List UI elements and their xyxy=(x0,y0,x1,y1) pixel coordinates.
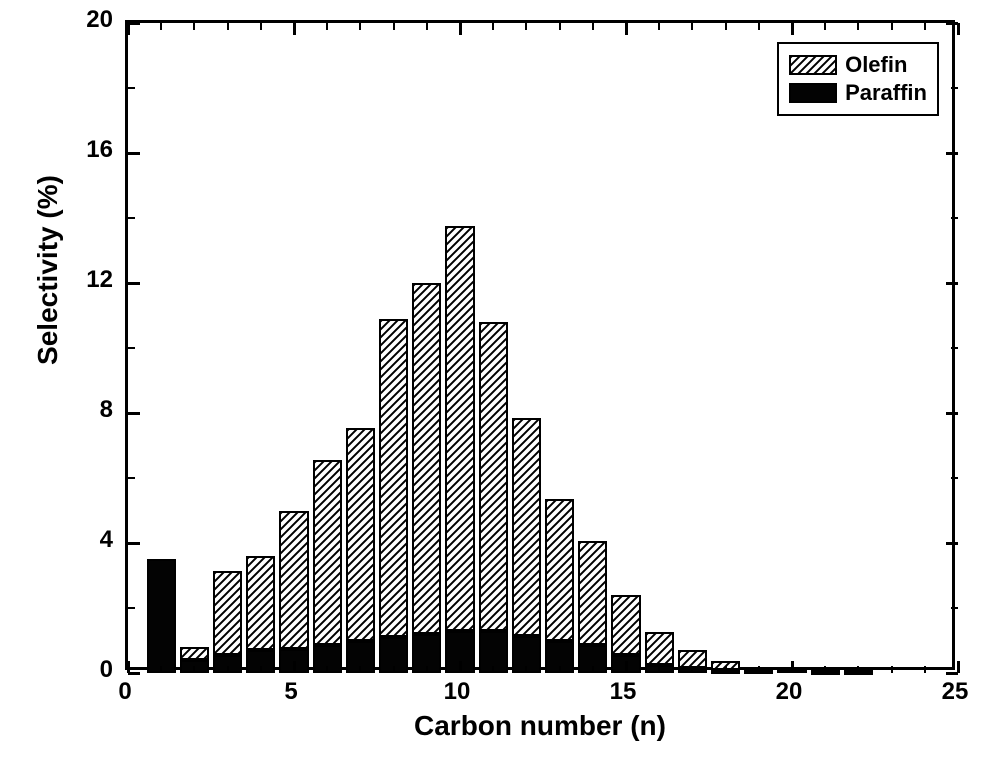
bar-olefin xyxy=(479,322,508,631)
x-tick-label: 5 xyxy=(284,678,297,706)
bar-paraffin xyxy=(147,559,176,673)
x-tick-label: 0 xyxy=(118,678,131,706)
bar-olefin xyxy=(246,556,275,650)
bar-olefin xyxy=(180,647,209,660)
legend-label: Olefin xyxy=(845,52,907,78)
bar-olefin xyxy=(279,511,308,649)
y-tick-label: 16 xyxy=(73,136,113,164)
plot-area xyxy=(125,20,955,670)
bar-olefin xyxy=(213,571,242,656)
x-tick-label: 15 xyxy=(610,678,637,706)
bar-olefin xyxy=(313,460,342,645)
bar-olefin xyxy=(645,632,674,665)
bar-olefin xyxy=(578,541,607,645)
x-tick-label: 20 xyxy=(776,678,803,706)
y-tick-label: 20 xyxy=(73,6,113,34)
bar-olefin xyxy=(346,428,375,641)
selectivity-chart: Carbon number (n) Selectivity (%) Olefin… xyxy=(0,0,1000,768)
bar-olefin xyxy=(412,283,441,634)
bar-olefin xyxy=(379,319,408,638)
y-tick-label: 12 xyxy=(73,266,113,294)
y-axis-label: Selectivity (%) xyxy=(32,75,64,465)
legend-label: Paraffin xyxy=(845,80,927,106)
bar-olefin xyxy=(512,418,541,636)
x-tick-label: 25 xyxy=(942,678,969,706)
bar-olefin xyxy=(445,226,474,631)
legend-item: Olefin xyxy=(789,52,927,78)
chart-legend: OlefinParaffin xyxy=(777,42,939,116)
legend-swatch xyxy=(789,55,837,75)
y-tick-label: 8 xyxy=(73,396,113,424)
bar-olefin xyxy=(611,595,640,655)
y-tick-label: 0 xyxy=(73,656,113,684)
x-tick-label: 10 xyxy=(444,678,471,706)
legend-item: Paraffin xyxy=(789,80,927,106)
y-tick-label: 4 xyxy=(73,526,113,554)
legend-swatch xyxy=(789,83,837,103)
x-axis-label: Carbon number (n) xyxy=(125,710,955,742)
bar-olefin xyxy=(545,499,574,640)
